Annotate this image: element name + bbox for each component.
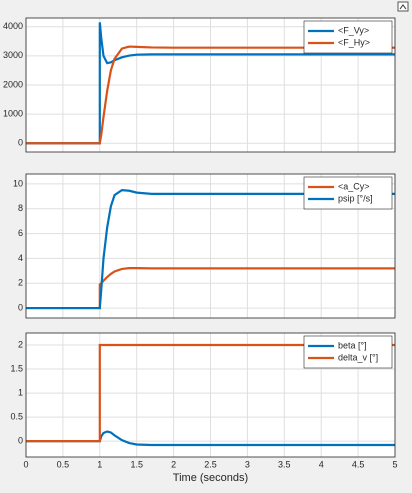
series-line [26, 189, 395, 310]
y-tick-label: 8 [18, 203, 23, 213]
y-tick-label: 4000 [3, 21, 23, 31]
x-tick-label: 2 [171, 459, 176, 469]
y-tick-label: 3000 [3, 50, 23, 60]
series-line [26, 343, 395, 443]
x-tick-label: 5 [392, 459, 397, 469]
legend-box [303, 335, 393, 369]
y-tick-label: 10 [13, 178, 23, 188]
legend-box [303, 20, 393, 54]
x-tick-label: 3.5 [278, 459, 291, 469]
series-line [26, 430, 395, 447]
y-tick-label: 2 [18, 278, 23, 288]
legend-label: beta [°] [338, 340, 367, 350]
legend-label: psip [°/s] [338, 193, 373, 203]
legend-box [303, 176, 393, 210]
y-tick-label: 1.5 [10, 363, 23, 373]
restore-button[interactable] [397, 1, 409, 12]
x-tick-label: 1.5 [130, 459, 143, 469]
x-tick-label: 0.5 [57, 459, 70, 469]
series-line [26, 45, 395, 145]
plot-border [25, 332, 396, 458]
legend-label: delta_v [°] [338, 352, 378, 362]
plot-border [25, 173, 396, 319]
legend-label: <a_Cy> [338, 181, 370, 191]
legend-label: <F_Vy> [338, 25, 369, 35]
x-tick-label: 3 [245, 459, 250, 469]
series-line [26, 22, 395, 145]
plot-border [25, 17, 396, 153]
y-tick-label: 4 [18, 253, 23, 263]
restore-button-icon[interactable] [399, 4, 407, 10]
y-tick-label: 2000 [3, 79, 23, 89]
x-tick-label: 4.5 [352, 459, 365, 469]
y-tick-label: 0 [18, 138, 23, 148]
legend-label: <F_Hy> [338, 37, 370, 47]
x-tick-label: 4 [319, 459, 324, 469]
y-tick-label: 0 [18, 302, 23, 312]
x-tick-label: 2.5 [204, 459, 217, 469]
x-tick-label: 0 [23, 459, 28, 469]
y-tick-label: 0.5 [10, 411, 23, 421]
y-tick-label: 1000 [3, 109, 23, 119]
x-axis-label: Time (seconds) [173, 472, 248, 484]
restore-button-box[interactable] [397, 1, 409, 12]
y-tick-label: 1 [18, 387, 23, 397]
x-tick-label: 1 [97, 459, 102, 469]
y-tick-label: 2 [18, 339, 23, 349]
y-tick-label: 0 [18, 436, 23, 446]
y-tick-label: 6 [18, 228, 23, 238]
series-line [26, 267, 395, 310]
